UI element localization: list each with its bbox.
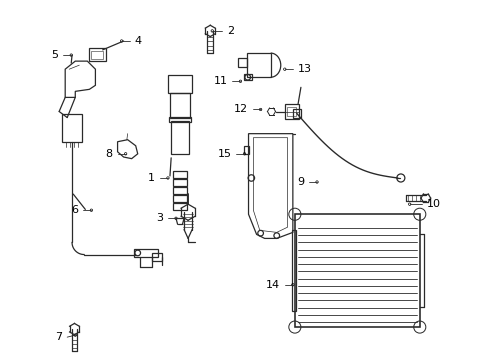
Text: 14: 14 — [265, 280, 280, 290]
Bar — [62, 114, 81, 142]
Bar — [89, 48, 106, 61]
Text: 2: 2 — [227, 26, 234, 36]
Text: 8: 8 — [105, 149, 113, 159]
Text: 13: 13 — [297, 64, 311, 74]
Bar — [151, 252, 162, 261]
Bar — [294, 214, 419, 327]
Text: 15: 15 — [217, 149, 231, 159]
Text: 5: 5 — [51, 50, 58, 60]
Bar — [243, 74, 251, 81]
Bar — [246, 53, 270, 77]
Bar — [168, 117, 191, 122]
Bar — [286, 107, 295, 116]
Bar — [172, 187, 187, 194]
Bar — [172, 203, 187, 210]
Text: 3: 3 — [156, 213, 163, 223]
Bar — [172, 179, 187, 186]
Bar — [238, 58, 246, 67]
Text: 9: 9 — [296, 177, 304, 187]
Bar — [91, 51, 103, 59]
Bar — [171, 121, 188, 154]
Text: 7: 7 — [55, 332, 62, 342]
Bar — [291, 230, 296, 311]
Text: 6: 6 — [71, 205, 79, 215]
Bar — [172, 171, 187, 178]
Text: 1: 1 — [148, 173, 155, 183]
Text: 4: 4 — [134, 36, 142, 46]
Bar — [172, 195, 187, 202]
Bar — [170, 93, 190, 118]
Text: 11: 11 — [213, 76, 227, 86]
Bar — [244, 146, 249, 154]
Bar — [284, 104, 298, 119]
Bar — [133, 249, 158, 257]
Bar — [292, 109, 300, 118]
Text: 12: 12 — [233, 104, 247, 114]
Bar — [167, 75, 192, 93]
Text: 10: 10 — [426, 199, 440, 209]
